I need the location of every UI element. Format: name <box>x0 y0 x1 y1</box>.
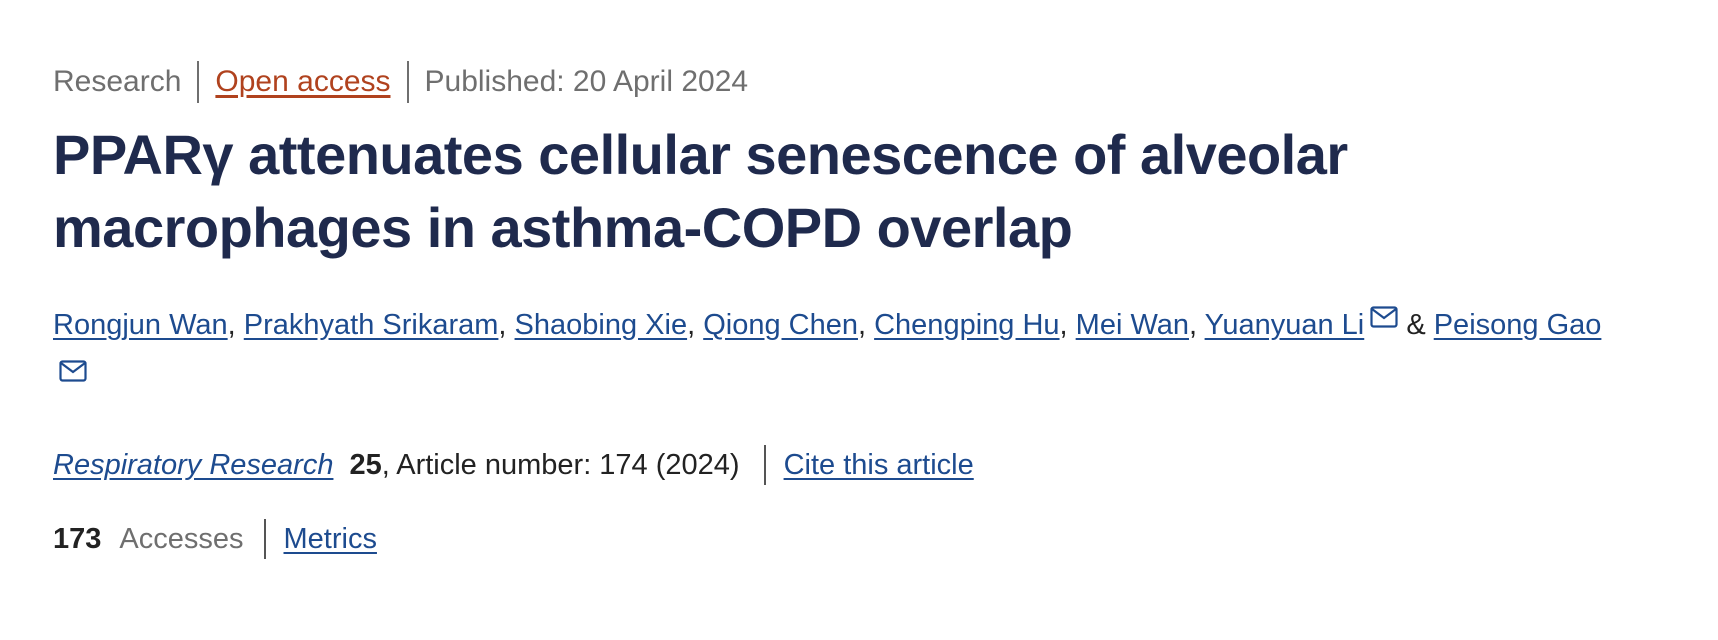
accesses-label: Accesses <box>119 522 244 555</box>
author: Prakhyath Srikaram <box>244 309 515 341</box>
author-link[interactable]: Chengping Hu <box>874 309 1060 341</box>
journal-link[interactable]: Respiratory Research <box>53 448 334 481</box>
author-link[interactable]: Rongjun Wan <box>53 309 228 341</box>
conjunction: & <box>1406 309 1426 341</box>
author-link[interactable]: Qiong Chen <box>703 309 858 341</box>
author: Mei Wan <box>1076 309 1205 341</box>
published-date: Published: 20 April 2024 <box>424 65 749 98</box>
author-list: Rongjun Wan Prakhyath Srikaram Shaobing … <box>53 298 1633 406</box>
author-link[interactable]: Shaobing Xie <box>514 309 688 341</box>
accesses-count: 173 <box>53 522 102 555</box>
author: Shaobing Xie <box>515 309 704 341</box>
author: Yuanyuan Li <box>1204 306 1399 341</box>
separator <box>763 445 766 485</box>
volume: 25 <box>349 448 382 481</box>
email-icon[interactable] <box>1370 306 1398 328</box>
author: Chengping Hu <box>874 309 1076 341</box>
author-link[interactable]: Mei Wan <box>1075 309 1189 341</box>
separator <box>197 61 200 103</box>
author: Qiong Chen <box>703 309 874 341</box>
meta-line: Research Open access Published: 20 April… <box>53 56 1633 108</box>
author-link[interactable]: Prakhyath Srikaram <box>243 309 499 341</box>
metrics-line: 173 Accesses Metrics <box>53 514 1633 564</box>
journal-line: Respiratory Research 25 Article number: … <box>53 440 1633 490</box>
author: Rongjun Wan <box>53 309 244 341</box>
article-type: Research <box>53 65 182 98</box>
separator <box>406 61 409 103</box>
article-title: PPARγ attenuates cellular senescence of … <box>53 123 1348 259</box>
separator <box>263 519 266 559</box>
email-icon[interactable] <box>59 360 87 382</box>
author-link[interactable]: Peisong Gao <box>1433 309 1602 341</box>
cite-link[interactable]: Cite this article <box>783 448 974 481</box>
metrics-link[interactable]: Metrics <box>283 522 377 555</box>
open-access-link[interactable]: Open access <box>215 65 391 98</box>
article-header: Research Open access Published: 20 April… <box>53 56 1633 564</box>
author-link[interactable]: Yuanyuan Li <box>1204 309 1365 341</box>
article-info: Article number: 174 (2024) <box>382 449 739 482</box>
author: Peisong Gao <box>53 309 1601 395</box>
